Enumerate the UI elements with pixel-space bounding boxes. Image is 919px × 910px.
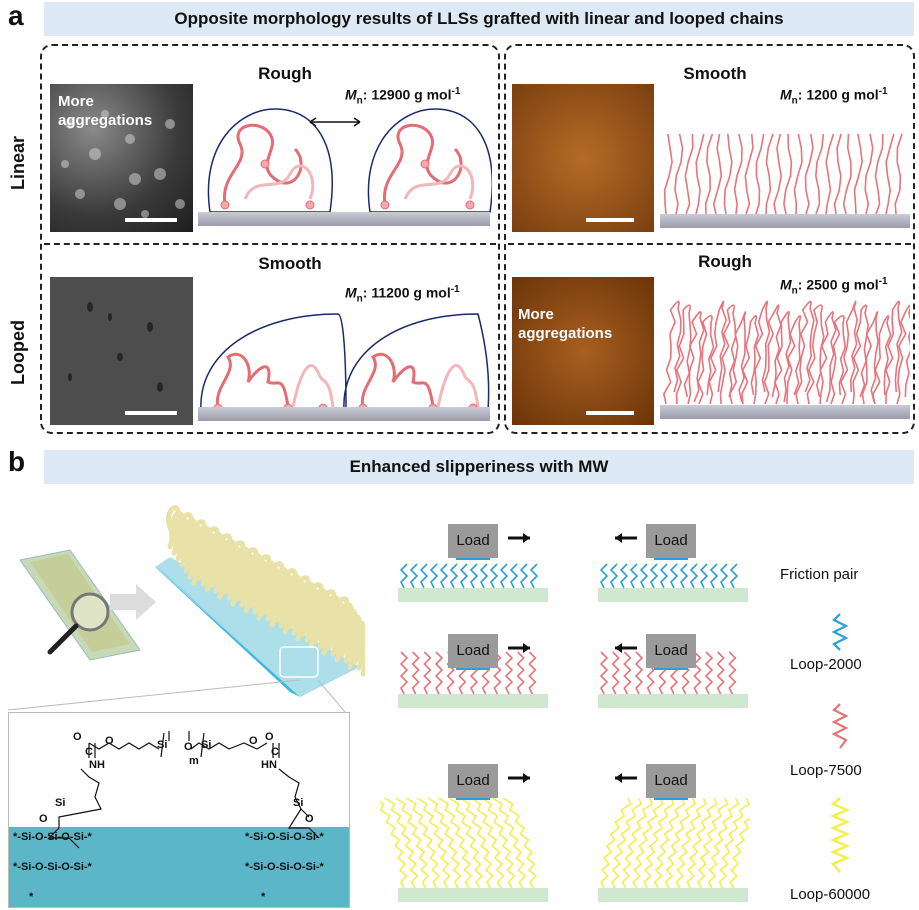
sem-linear-annotation: More aggregations (58, 93, 153, 129)
zoom-indicator-lines (7, 679, 346, 713)
mn-right-linear: Mn: 1200 g mol-1 (780, 86, 888, 107)
substrate-right-linear (660, 214, 910, 228)
looped-chain-illustration (200, 313, 490, 412)
surface-substrate (9, 827, 349, 907)
chem-si-main: Si (157, 739, 168, 751)
mn-right-looped: Mn: 2500 g mol-1 (780, 276, 888, 297)
right-comparison-box (504, 44, 915, 434)
mn-left-linear: Mn: 12900 g mol-1 (345, 86, 461, 107)
legend-swatch-loop-7500 (831, 703, 849, 749)
chem-si-anchor-left: Si (55, 797, 66, 809)
chem-c-right: C (271, 746, 279, 758)
panel-a-header: Opposite morphology results of LLSs graf… (174, 9, 784, 28)
chem-star: * (29, 891, 34, 903)
legend-swatch-loop-60000 (829, 797, 851, 873)
chem-m-subscript: m (189, 755, 199, 767)
afm-image-linear (512, 84, 654, 232)
row-label-looped: Looped (8, 320, 28, 385)
chem-o-right: O (305, 813, 314, 825)
row-label-linear: Linear (8, 135, 28, 190)
chem-c-left: C (85, 746, 93, 758)
scale-bar (586, 218, 634, 222)
load-block: Load (646, 764, 696, 798)
legend-title: Friction pair (780, 566, 859, 583)
legend-label-loop-2000: Loop-2000 (790, 656, 862, 673)
load-label: Load (456, 642, 490, 659)
load-label: Load (456, 772, 490, 789)
chem-surface-row2-right: *-Si-O-Si-O-Si-* (245, 861, 324, 873)
chem-ester-o-left: O (105, 735, 114, 747)
surface-chemistry-box: O C O NH Si O Si m O C O HN Si Si O O *-… (8, 712, 350, 908)
load-label: Load (654, 532, 688, 549)
panel-a-header-bar: Opposite morphology results of LLSs graf… (44, 2, 914, 36)
chem-star: * (261, 891, 266, 903)
chem-si-main2: Si (201, 739, 212, 751)
chem-o-bridge: O (184, 741, 193, 753)
chemical-structure-bonds (47, 731, 320, 849)
sem-image-linear: More aggregations (50, 84, 193, 232)
chem-ester-o-right: O (249, 735, 258, 747)
sem-image-looped (50, 277, 193, 425)
substrate-right-looped (660, 405, 910, 419)
left-row-divider (44, 243, 496, 245)
mn-left-looped: Mn: 11200 g mol-1 (345, 284, 460, 305)
panel-a-letter: a (8, 0, 24, 31)
chem-o-left: O (39, 813, 48, 825)
load-label: Load (456, 532, 490, 549)
chem-surface-row2-left: *-Si-O-Si-O-Si-* (13, 861, 92, 873)
friction-chain-drawing (373, 533, 761, 902)
legend-swatch-loop-2000 (831, 613, 849, 651)
panel-b-header-bar: Enhanced slipperiness with MW (44, 450, 914, 484)
morphology-title-left-linear: Rough (258, 64, 312, 83)
chem-si-anchor-right: Si (293, 797, 304, 809)
chem-carbonyl-o-right: O (265, 731, 274, 743)
load-block: Load (448, 524, 498, 558)
substrate-left-linear (198, 212, 490, 226)
panel-b-header: Enhanced slipperiness with MW (349, 457, 609, 476)
chem-surface-row1-right: *-Si-O-Si-O-Si-* (245, 831, 324, 843)
chem-surface-row1-left: *-Si-O-Si-O-Si-* (13, 831, 92, 843)
substrate-left-looped (198, 407, 490, 421)
friction-rows (373, 500, 761, 905)
scale-bar (125, 411, 177, 415)
looped-brush-illustration (662, 300, 910, 405)
scale-bar (586, 411, 634, 415)
chem-nh-right: HN (261, 759, 277, 771)
legend-label-loop-7500: Loop-7500 (790, 762, 862, 779)
chem-carbonyl-o-left: O (73, 731, 82, 743)
load-block: Load (448, 764, 498, 798)
load-label: Load (654, 642, 688, 659)
linear-brush-illustration (663, 133, 903, 215)
morphology-title-left-looped: Smooth (258, 254, 322, 273)
right-row-divider (508, 243, 911, 245)
panel-b-letter: b (8, 446, 26, 477)
morphology-title-right-linear: Smooth (683, 64, 747, 83)
load-block: Load (448, 634, 498, 668)
load-block: Load (646, 634, 696, 668)
load-label: Load (654, 772, 688, 789)
linear-chain-aggregate-illustration (207, 108, 492, 213)
left-comparison-box (40, 44, 500, 434)
morphology-title-right-looped: Rough (698, 252, 752, 271)
glass-slide-magnifier-illustration (19, 549, 141, 661)
loop-brush-3d-illustration (155, 505, 365, 697)
legend-label-loop-60000: Loop-60000 (790, 886, 871, 903)
scale-bar (125, 218, 177, 222)
load-block: Load (646, 524, 696, 558)
afm-image-looped: More aggregations (512, 277, 654, 425)
process-arrow (110, 584, 156, 620)
chem-nh-left: NH (89, 759, 105, 771)
afm-looped-annotation: More aggregations (518, 306, 613, 342)
